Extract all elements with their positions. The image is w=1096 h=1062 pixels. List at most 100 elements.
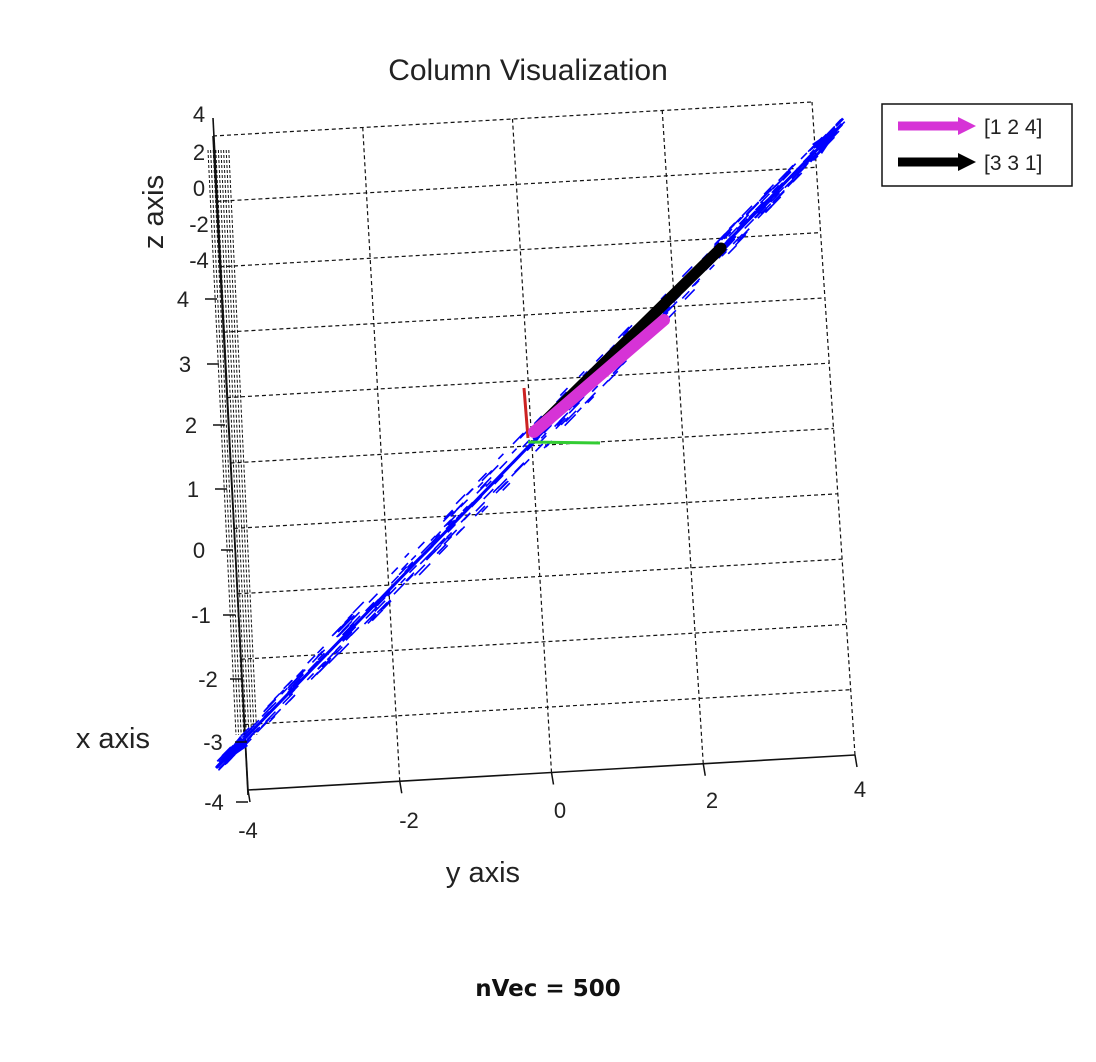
sample-point <box>498 460 508 470</box>
sample-point <box>741 205 753 217</box>
sample-point <box>497 453 504 460</box>
sample-point <box>745 207 754 216</box>
sample-point <box>287 680 298 691</box>
sample-point <box>462 505 469 512</box>
x-tick-label: -1 <box>191 603 211 628</box>
sample-point <box>761 190 771 200</box>
sample-point <box>374 600 386 612</box>
sample-point <box>393 582 406 595</box>
sample-point <box>418 563 431 576</box>
sample-end-marker <box>216 736 248 768</box>
x-tick-label: -2 <box>198 667 218 692</box>
sample-point <box>723 231 732 240</box>
sample-point <box>759 193 771 204</box>
y-tick-label: -4 <box>238 818 258 843</box>
sample-point <box>556 419 563 426</box>
wall-line <box>220 149 250 736</box>
sample-point <box>800 152 808 160</box>
sample-point <box>534 443 544 452</box>
sample-point <box>240 727 250 737</box>
sample-point <box>419 552 432 565</box>
sample-point <box>352 601 365 614</box>
sample-point <box>595 353 604 362</box>
sample-point <box>725 235 737 248</box>
z-tick-label: 4 <box>193 102 205 127</box>
sample-point <box>573 396 585 408</box>
sample-point <box>499 480 509 490</box>
sample-point <box>772 180 781 190</box>
sample-point <box>607 370 619 382</box>
wall-line <box>215 149 245 736</box>
legend-arrowhead <box>958 153 976 171</box>
sample-point <box>404 552 410 559</box>
sample-point <box>812 155 819 162</box>
sample-point <box>371 606 378 613</box>
sample-point <box>582 370 588 377</box>
sample-point <box>455 502 464 511</box>
sample-point <box>771 184 780 194</box>
sample-point <box>316 650 324 658</box>
z-tick-label: 2 <box>193 140 205 165</box>
sample-point <box>741 228 750 237</box>
sample-point <box>434 530 442 538</box>
grid-row-line <box>212 101 813 137</box>
sample-point <box>337 620 350 633</box>
z-axis-ticks: 4 2 0 -2 -4 <box>189 102 209 273</box>
sample-point <box>430 535 436 542</box>
sample-point <box>432 544 442 554</box>
sample-point <box>586 395 595 404</box>
sample-point <box>363 612 377 625</box>
sample-point <box>321 657 332 668</box>
sample-point <box>246 727 260 740</box>
grid-column-line <box>661 110 704 764</box>
sample-point <box>420 542 432 554</box>
sample-point <box>474 505 486 517</box>
vector-arrow-1 <box>528 314 670 438</box>
sample-point <box>576 407 582 413</box>
sample-point <box>617 326 630 339</box>
sample-point <box>809 150 822 163</box>
sample-point <box>273 693 281 700</box>
sample-point <box>371 609 384 622</box>
sample-point <box>809 149 815 155</box>
sample-point <box>744 218 755 230</box>
sample-point <box>684 288 696 300</box>
wall-line <box>210 149 240 736</box>
sample-point <box>347 613 354 620</box>
sample-point <box>433 537 446 550</box>
y-axis-ticks: -4 -2 0 2 4 <box>238 754 866 843</box>
sample-point <box>270 708 282 720</box>
vector-arrows <box>528 242 727 438</box>
sample-point <box>292 672 304 684</box>
sample-point <box>483 488 494 500</box>
sample-point <box>436 543 447 555</box>
sample-point <box>769 196 782 209</box>
sample-point <box>455 493 466 505</box>
sample-point <box>832 130 840 138</box>
sample-point <box>338 622 347 631</box>
x-tick-label: 2 <box>185 413 197 438</box>
sample-point <box>443 519 452 528</box>
origin-y-axis <box>527 440 601 445</box>
sample-point <box>387 586 397 597</box>
sample-point <box>413 564 426 577</box>
y-tick-mark <box>550 772 555 785</box>
sample-end-marker <box>812 124 842 154</box>
sample-point <box>268 701 277 711</box>
sample-point <box>280 687 288 695</box>
sample-point <box>591 385 599 393</box>
sample-point <box>400 562 409 571</box>
sample-point <box>559 387 569 397</box>
sample-point <box>713 233 726 246</box>
sample-point <box>774 192 780 198</box>
sample-point <box>260 717 271 728</box>
x-tick-label: 1 <box>187 477 199 502</box>
sample-point <box>624 324 633 334</box>
z-axis-label: z axis <box>138 175 170 249</box>
sample-point <box>708 264 715 271</box>
sample-point <box>365 610 374 619</box>
chart-title: Column Visualization <box>388 54 668 87</box>
side-wall-shadow <box>207 149 258 736</box>
sample-point <box>350 611 361 622</box>
sample-point <box>369 613 377 621</box>
